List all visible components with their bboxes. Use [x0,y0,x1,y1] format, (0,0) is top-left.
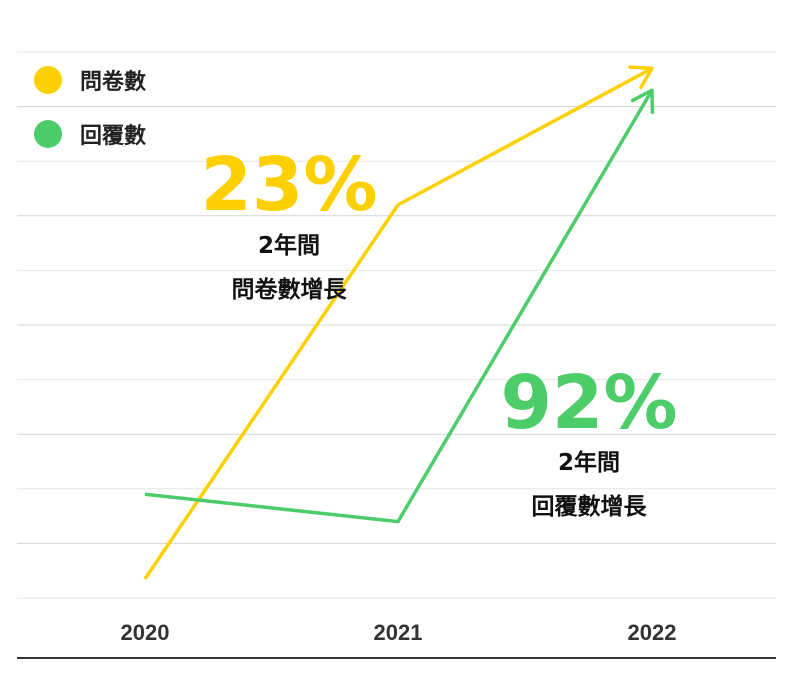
questionnaire-growth-period: 2年間 [258,232,320,259]
series-lines [143,65,655,580]
legend-label-questionnaires: 問卷數 [80,69,146,95]
legend-swatch-questionnaires [34,66,62,94]
x-tick-label: 2022 [628,620,677,645]
questionnaire-growth-caption: 問卷數增長 [232,276,348,303]
questionnaire-growth-percent: 23% [200,142,377,228]
legend-label-replies: 回覆數 [80,124,146,149]
series-line-questionnaires [143,66,653,580]
series-line-replies [144,89,654,524]
x-tick-labels: 2020 2021 2022 [121,620,677,645]
legend-swatch-replies [34,120,62,148]
reply-growth-period: 2年間 [558,449,620,476]
reply-growth-percent: 92% [500,360,677,446]
gridlines [17,51,776,599]
legend: 問卷數 回覆數 [34,66,146,149]
annotation-replies: 92% 2年間 回覆數增長 [500,360,677,520]
x-tick-label: 2020 [121,620,170,645]
arrowhead-questionnaires [628,65,654,90]
reply-growth-caption: 回覆數增長 [532,493,648,520]
x-tick-label: 2021 [374,620,423,645]
arrowhead-replies [630,88,655,114]
annotation-questionnaires: 23% 2年間 問卷數增長 [200,142,377,303]
